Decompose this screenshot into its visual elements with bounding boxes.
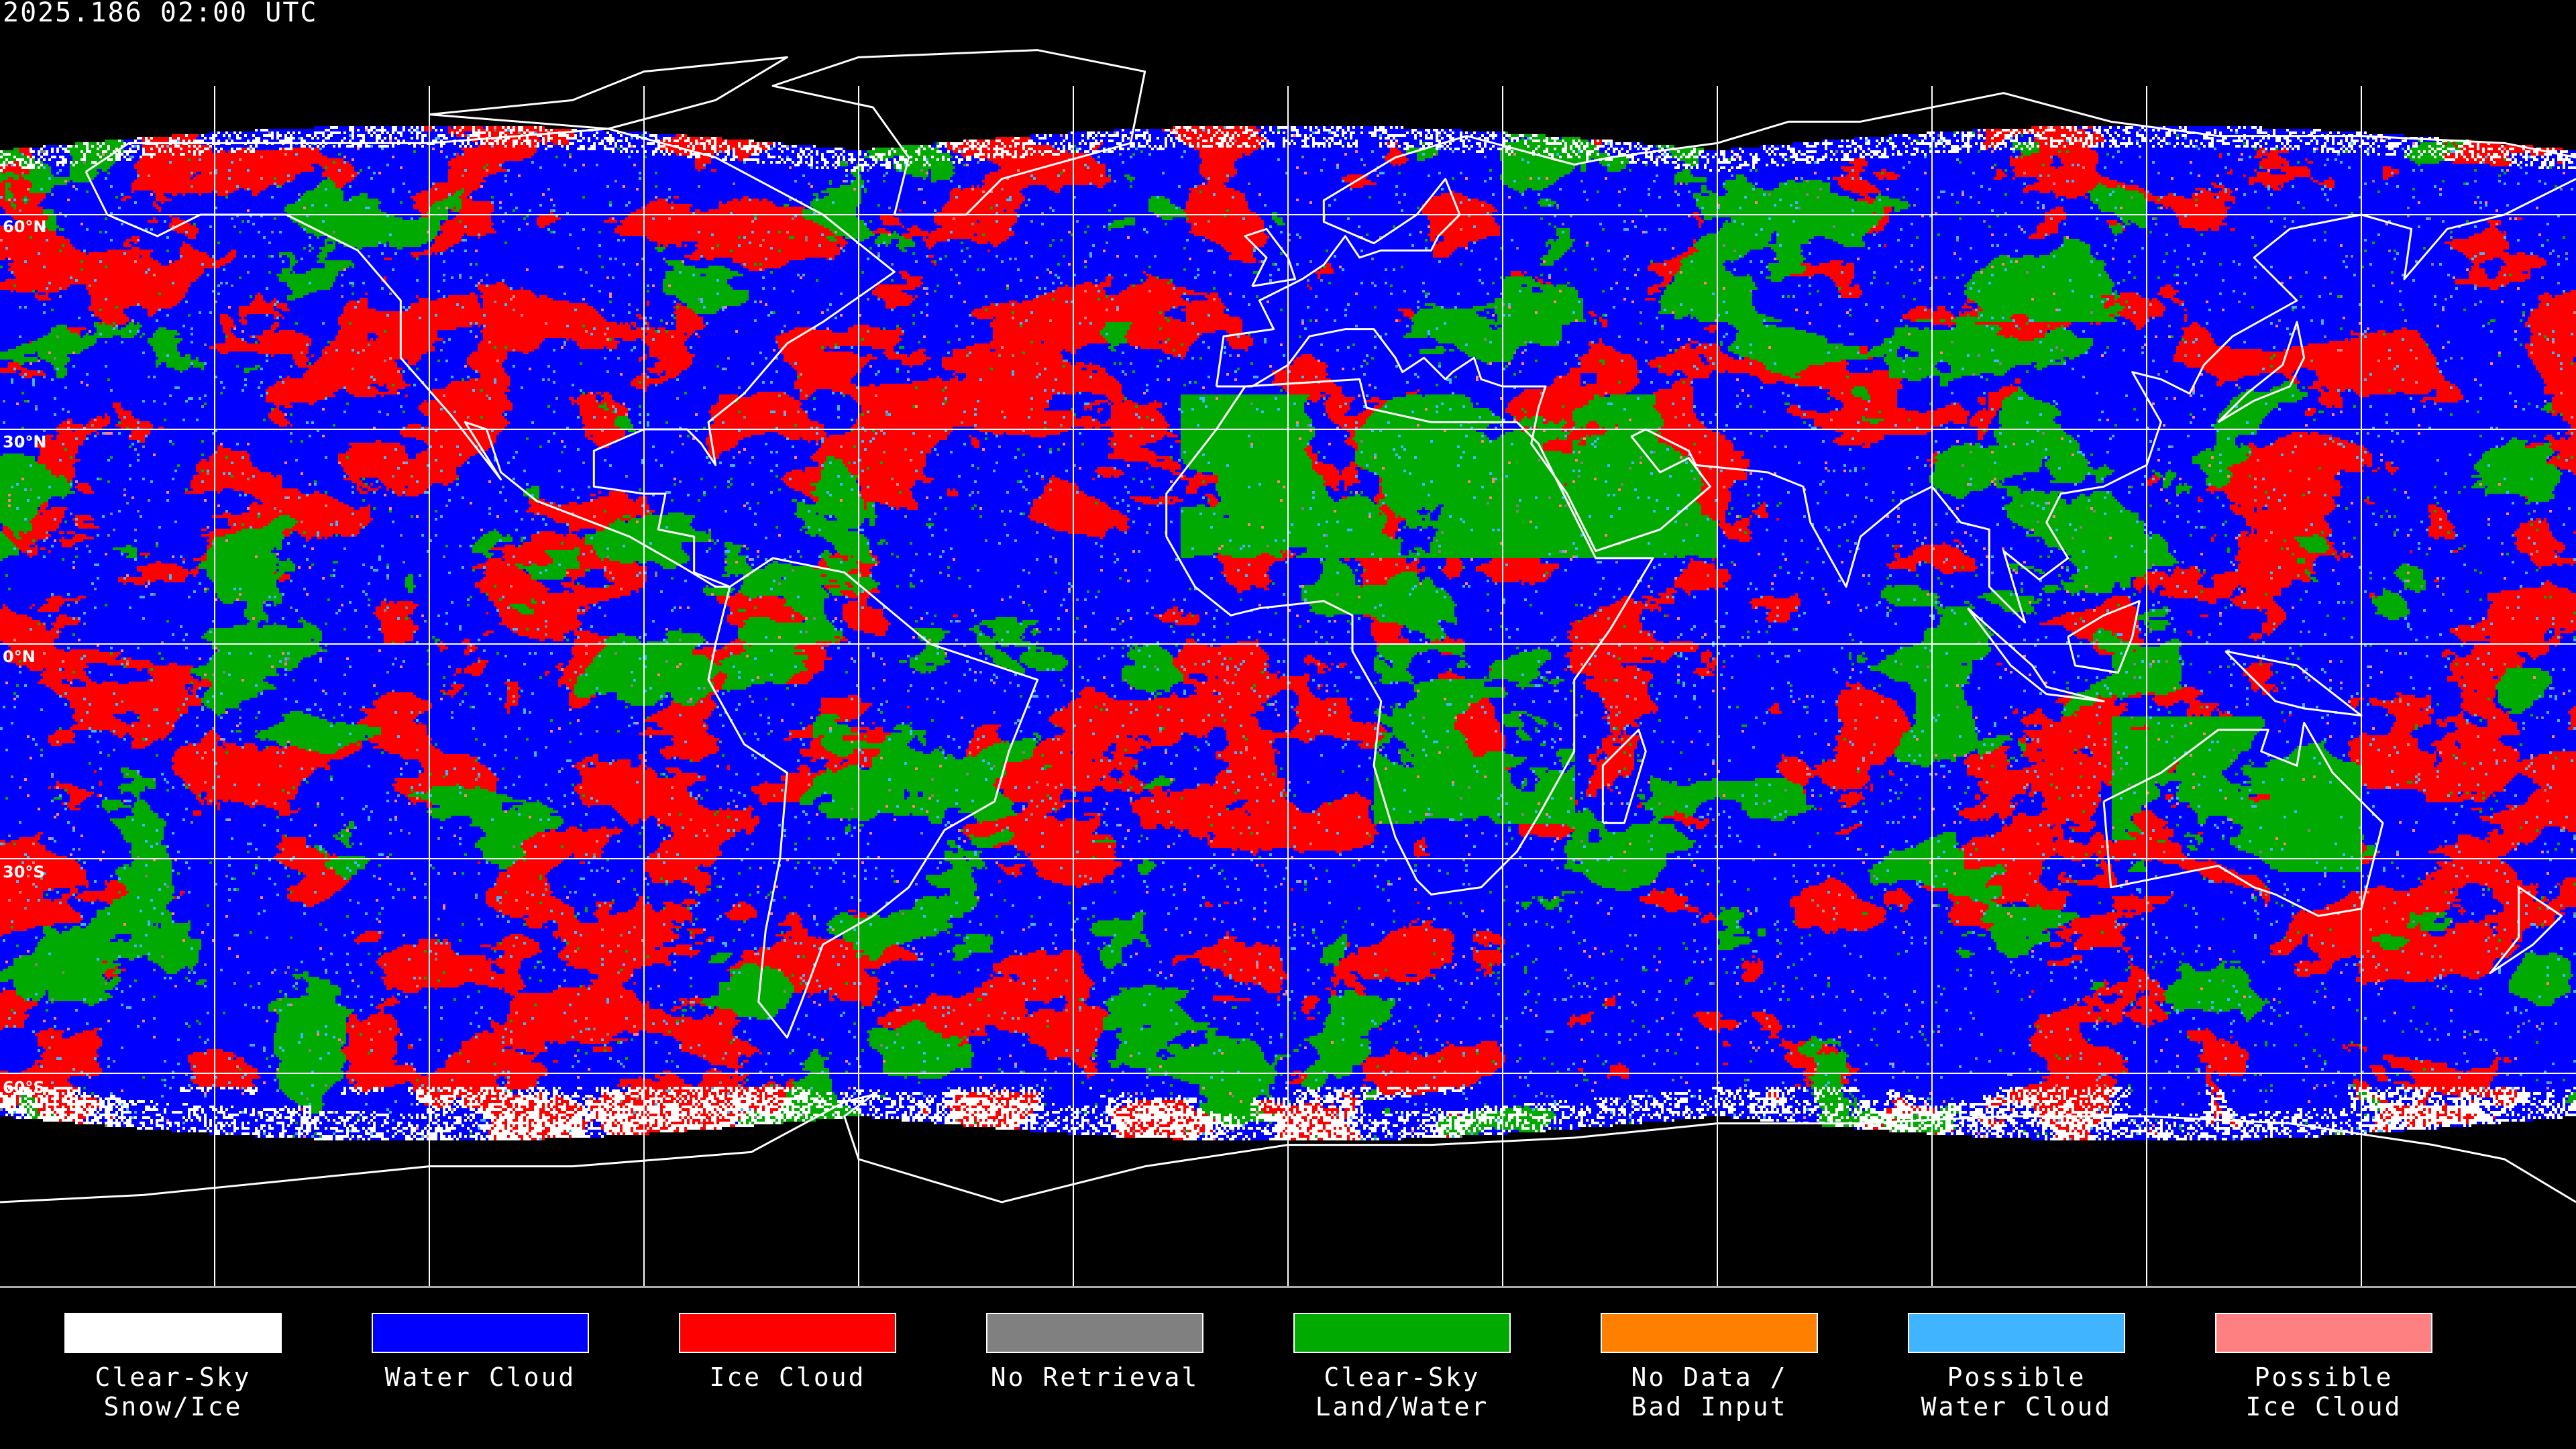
legend-item-no-data: No Data / Bad Input bbox=[1601, 1313, 1818, 1421]
coastline-madagascar bbox=[1601, 729, 1647, 824]
legend-label-line1: Possible bbox=[2254, 1362, 2394, 1392]
legend-label-line1: Clear-Sky bbox=[1324, 1362, 1481, 1392]
legend-item-ice-cloud: Ice Cloud bbox=[679, 1313, 896, 1392]
legend-swatch bbox=[2215, 1313, 2432, 1353]
legend-swatch bbox=[372, 1313, 589, 1353]
cloud-phase-map: 2025.186 02:00 UTC 60°N 30°N 0°N 30°S 60… bbox=[0, 0, 2576, 1288]
coastline-borneo bbox=[2067, 600, 2141, 674]
coastlines bbox=[0, 49, 2576, 1203]
legend-label-line2: Snow/Ice bbox=[103, 1392, 243, 1421]
coastline-africa bbox=[1165, 378, 1654, 896]
coastline-sumatra-java bbox=[1967, 607, 2105, 702]
legend-swatch bbox=[986, 1313, 1203, 1353]
legend-item-water-cloud: Water Cloud bbox=[372, 1313, 589, 1392]
coastline-british-isles bbox=[1244, 227, 1297, 288]
coastline-japan bbox=[2217, 321, 2306, 423]
legend-label-line1: No Retrieval bbox=[990, 1362, 1199, 1392]
coastline-antarctica bbox=[0, 1093, 2576, 1203]
coastline-south-america bbox=[707, 557, 1039, 1039]
coastline-australia bbox=[2102, 721, 2384, 917]
coastline-eurasia-east bbox=[1216, 178, 2576, 624]
lat-label-60s: 60°S bbox=[3, 1078, 45, 1097]
lat-label-30s: 30°S bbox=[3, 863, 45, 881]
legend-label-line1: No Data / bbox=[1631, 1362, 1788, 1392]
legend-label: Clear-Sky Land/Water bbox=[1293, 1362, 1511, 1421]
legend-swatch bbox=[1601, 1313, 1818, 1353]
legend-label-line2: Water Cloud bbox=[1921, 1392, 2112, 1421]
legend-label-line2: Ice Cloud bbox=[2245, 1392, 2402, 1421]
legend-label: Clear-Sky Snow/Ice bbox=[64, 1362, 282, 1421]
legend-label-line2: Bad Input bbox=[1631, 1392, 1788, 1421]
lat-label-30n: 30°N bbox=[3, 433, 47, 451]
legend-swatch bbox=[1908, 1313, 2125, 1353]
lat-label-0: 0°N bbox=[3, 647, 36, 666]
map-overlay bbox=[0, 49, 2576, 1286]
legend-swatch bbox=[64, 1313, 282, 1353]
graticule bbox=[0, 86, 2576, 1286]
legend-label: Possible Ice Cloud bbox=[2215, 1362, 2432, 1421]
legend: Clear-Sky Snow/Ice Water Cloud Ice Cloud … bbox=[0, 1288, 2576, 1449]
coastline-new-guinea bbox=[2224, 650, 2363, 717]
legend-label: Ice Cloud bbox=[679, 1362, 896, 1392]
legend-item-possible-water-cloud: Possible Water Cloud bbox=[1908, 1313, 2125, 1421]
legend-swatch bbox=[1293, 1313, 1511, 1353]
legend-label-line2: Land/Water bbox=[1315, 1392, 1489, 1421]
legend-swatch bbox=[679, 1313, 896, 1353]
legend-label-line1: Ice Cloud bbox=[709, 1362, 866, 1392]
legend-label: Water Cloud bbox=[372, 1362, 589, 1392]
coastline-north-america bbox=[85, 127, 896, 588]
legend-item-clear-sky-snow-ice: Clear-Sky Snow/Ice bbox=[64, 1313, 282, 1421]
legend-item-no-retrieval: No Retrieval bbox=[986, 1313, 1203, 1392]
legend-label: Possible Water Cloud bbox=[1908, 1362, 2125, 1421]
coastline-greenland bbox=[771, 49, 1146, 216]
legend-item-clear-sky-land-water: Clear-Sky Land/Water bbox=[1293, 1313, 1511, 1421]
legend-label-line1: Possible bbox=[1947, 1362, 2086, 1392]
coastline-arctic-islands bbox=[429, 56, 788, 130]
coastline-eurasia bbox=[1215, 92, 2576, 387]
timestamp-title: 2025.186 02:00 UTC bbox=[3, 0, 318, 28]
legend-label-line1: Water Cloud bbox=[384, 1362, 576, 1392]
lat-label-60n: 60°N bbox=[3, 217, 47, 236]
legend-label: No Retrieval bbox=[986, 1362, 1203, 1392]
legend-label-line1: Clear-Sky bbox=[95, 1362, 252, 1392]
legend-label: No Data / Bad Input bbox=[1601, 1362, 1818, 1421]
legend-item-possible-ice-cloud: Possible Ice Cloud bbox=[2215, 1313, 2432, 1421]
coastline-new-zealand bbox=[2489, 886, 2563, 975]
